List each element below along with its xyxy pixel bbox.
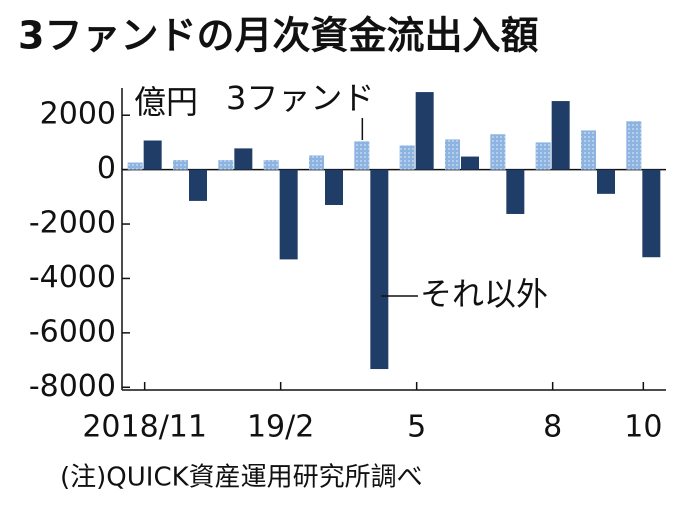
y-axis-unit: 億円 [134,83,198,121]
bar-hatch [218,160,234,170]
bar [506,169,525,214]
chart-title: 3ファンドの月次資金流出入額 [18,14,538,58]
bar-hatch [263,160,279,170]
bar [279,169,298,260]
bar-hatch [445,139,460,170]
bar-hatch [626,121,642,170]
x-tick-label: 19/2 [247,410,314,445]
bar [461,156,479,170]
y-tick-label: -6000 [29,314,116,349]
bar-hatch [354,141,370,170]
bar [143,140,162,170]
y-tick-label: 2000 [40,97,116,132]
legend-label: 3ファンド [226,79,374,117]
x-tick-label: 2018/11 [82,410,207,445]
x-tick-label: 5 [407,410,426,445]
x-tick-label: 8 [543,410,562,445]
bar [551,101,570,170]
bar [642,169,661,258]
bar-hatch [399,145,415,170]
bar-hatch [173,160,188,170]
bar-hatch [581,130,596,170]
y-tick-label: -8000 [29,369,116,404]
bar [189,169,207,201]
y-tick-label: 0 [97,151,116,186]
y-tick-label: -2000 [29,206,116,241]
source-note: (注)QUICK資産運用研究所調べ [60,463,423,493]
bar [234,148,253,170]
bar-hatch [309,155,324,170]
bar [415,92,434,170]
x-tick-label: 10 [624,410,662,445]
bar-hatch [490,134,506,170]
bar-hatch [127,162,143,170]
bar [597,169,615,194]
legend-label: それ以外 [420,275,548,313]
bar [370,169,389,370]
bar-hatch [535,142,551,170]
y-tick-label: -4000 [29,260,116,295]
bar [325,169,343,205]
